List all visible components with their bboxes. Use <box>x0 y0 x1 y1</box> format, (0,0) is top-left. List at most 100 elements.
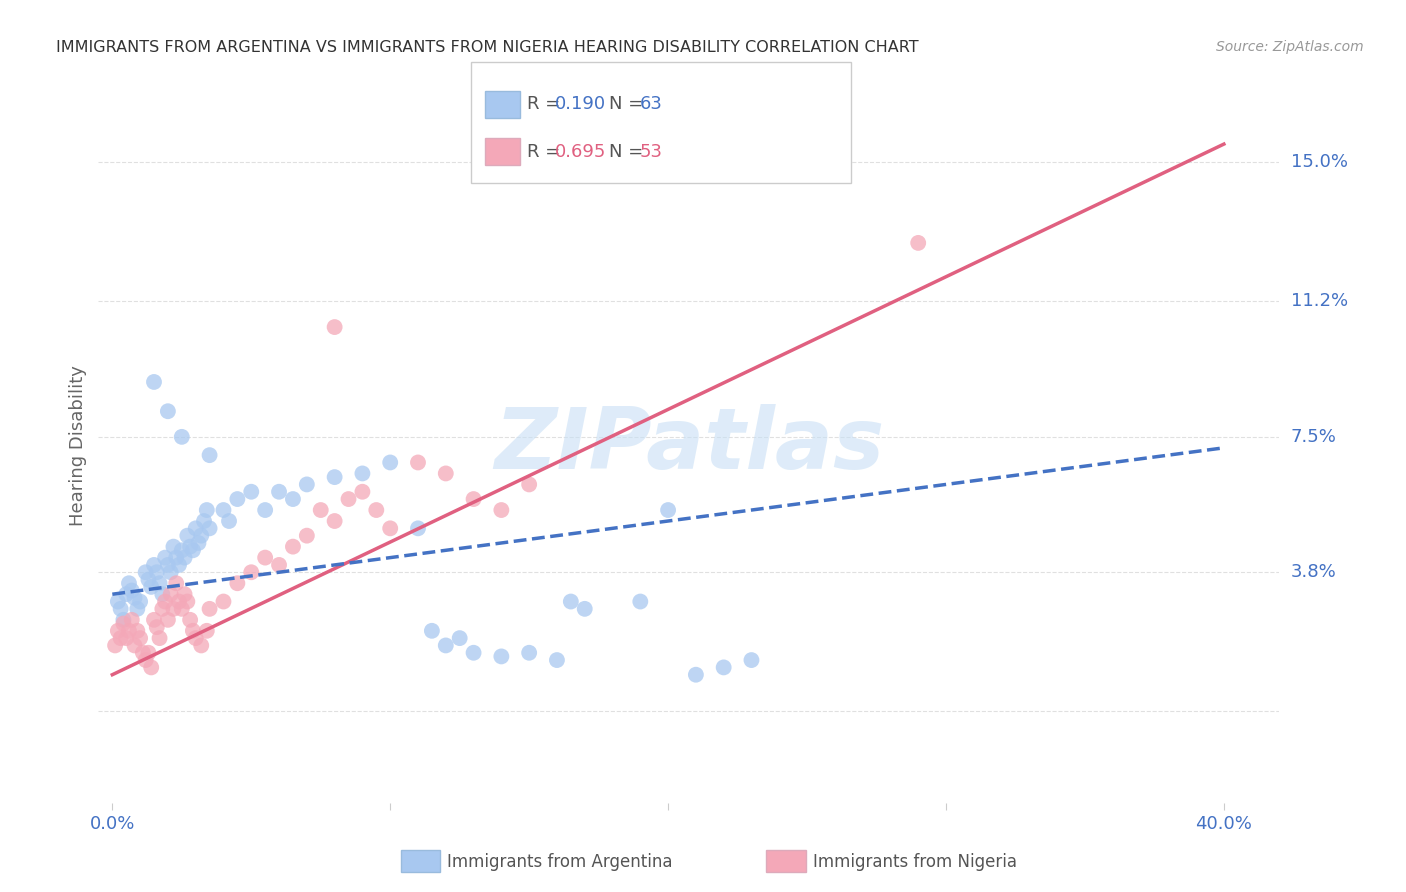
Point <box>146 620 169 634</box>
Point <box>295 529 318 543</box>
Point <box>170 430 193 444</box>
Point <box>173 587 195 601</box>
Point <box>184 631 207 645</box>
Point <box>176 594 198 608</box>
Point <box>628 594 651 608</box>
Point <box>491 503 513 517</box>
Point <box>124 639 146 653</box>
Point <box>420 624 443 638</box>
Point <box>118 624 141 638</box>
Text: Immigrants from Argentina: Immigrants from Argentina <box>447 853 672 871</box>
Text: 7.5%: 7.5% <box>1291 428 1337 446</box>
Point <box>146 566 169 580</box>
Text: Immigrants from Nigeria: Immigrants from Nigeria <box>813 853 1017 871</box>
Point <box>167 594 190 608</box>
Point <box>907 235 929 250</box>
Text: 0.190: 0.190 <box>555 95 606 113</box>
Point <box>150 602 173 616</box>
Point <box>150 587 173 601</box>
Point <box>148 576 170 591</box>
Point <box>156 404 179 418</box>
Point <box>107 624 129 638</box>
Point <box>170 543 193 558</box>
Point <box>212 503 235 517</box>
Point <box>124 591 146 605</box>
Point <box>112 616 135 631</box>
Point <box>309 503 332 517</box>
Y-axis label: Hearing Disability: Hearing Disability <box>69 366 87 526</box>
Point <box>173 550 195 565</box>
Point <box>574 602 596 616</box>
Point <box>337 491 360 506</box>
Point <box>352 467 374 481</box>
Point <box>143 613 166 627</box>
Point <box>685 667 707 681</box>
Point <box>193 514 215 528</box>
Point <box>138 573 160 587</box>
Point <box>121 583 143 598</box>
Point <box>517 477 540 491</box>
Point <box>218 514 240 528</box>
Point <box>449 631 471 645</box>
Point <box>226 491 249 506</box>
Point <box>176 529 198 543</box>
Point <box>143 558 166 572</box>
Point <box>165 550 187 565</box>
Point <box>190 639 212 653</box>
Text: ZIPatlas: ZIPatlas <box>494 404 884 488</box>
Point <box>323 514 346 528</box>
Point <box>115 631 138 645</box>
Text: R =: R = <box>527 95 567 113</box>
Point <box>546 653 568 667</box>
Text: 63: 63 <box>640 95 662 113</box>
Point <box>463 646 485 660</box>
Point <box>153 594 176 608</box>
Point <box>406 521 429 535</box>
Point <box>143 375 166 389</box>
Point <box>267 558 290 572</box>
Point <box>121 613 143 627</box>
Point <box>115 587 138 601</box>
Point <box>198 602 221 616</box>
Point <box>162 602 184 616</box>
Point <box>657 503 679 517</box>
Point <box>159 587 181 601</box>
Point <box>112 613 135 627</box>
Point <box>179 540 201 554</box>
Point <box>352 484 374 499</box>
Point <box>281 491 304 506</box>
Point <box>181 624 204 638</box>
Point <box>156 558 179 572</box>
Point <box>135 653 157 667</box>
Text: 3.8%: 3.8% <box>1291 563 1336 582</box>
Point <box>138 646 160 660</box>
Point <box>110 631 132 645</box>
Point <box>254 503 277 517</box>
Point <box>281 540 304 554</box>
Point <box>129 594 152 608</box>
Point <box>240 484 263 499</box>
Point <box>366 503 388 517</box>
Point <box>267 484 290 499</box>
Text: N =: N = <box>609 95 648 113</box>
Point <box>740 653 762 667</box>
Point <box>254 550 277 565</box>
Point <box>129 631 152 645</box>
Point <box>127 602 149 616</box>
Point <box>212 594 235 608</box>
Text: 53: 53 <box>640 143 662 161</box>
Point <box>240 566 263 580</box>
Text: R =: R = <box>527 143 567 161</box>
Point <box>380 455 402 469</box>
Point <box>295 477 318 491</box>
Point <box>323 320 346 334</box>
Point <box>156 613 179 627</box>
Text: N =: N = <box>609 143 648 161</box>
Text: 15.0%: 15.0% <box>1291 153 1347 171</box>
Point <box>170 602 193 616</box>
Point <box>195 503 218 517</box>
Text: IMMIGRANTS FROM ARGENTINA VS IMMIGRANTS FROM NIGERIA HEARING DISABILITY CORRELAT: IMMIGRANTS FROM ARGENTINA VS IMMIGRANTS … <box>56 40 920 55</box>
Point <box>107 594 129 608</box>
Point <box>104 639 127 653</box>
Point <box>713 660 735 674</box>
